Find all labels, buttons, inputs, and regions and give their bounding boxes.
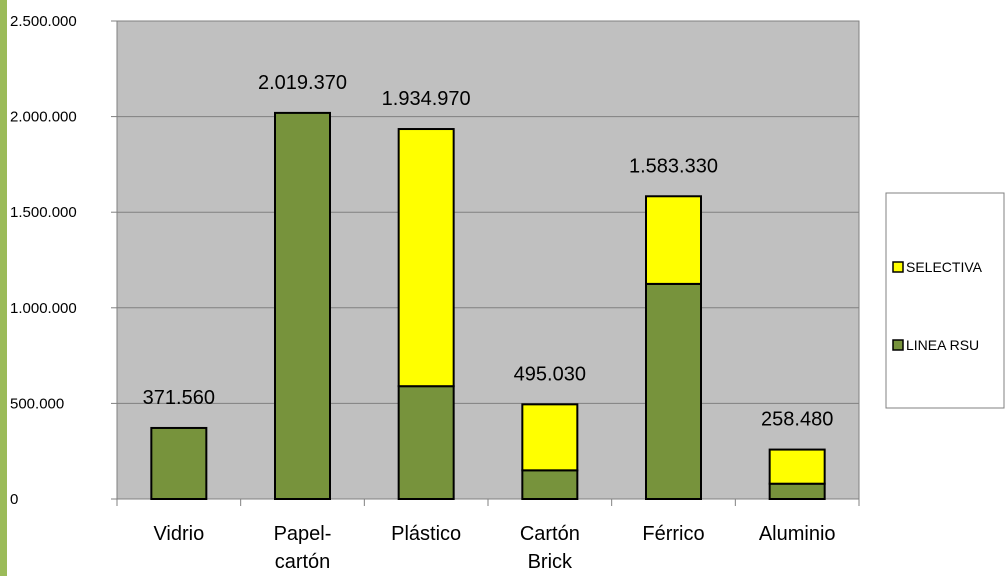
data-label: 371.560: [143, 387, 215, 409]
bars: 371.560 2.019.370 1.934.970 495.030 1.583.33…: [143, 72, 833, 501]
x-tick-label: Cartón Brick: [520, 523, 580, 573]
bar-selectiva: [645, 195, 702, 285]
data-label: 2.019.370: [258, 72, 347, 94]
x-tick-label: Férrico: [642, 523, 704, 545]
bar-linea-rsu: [397, 385, 455, 500]
legend-box: [885, 192, 1005, 409]
legend-swatch: [892, 339, 904, 351]
y-tick-label: 2.500.000: [10, 13, 77, 30]
y-tick-label: 0: [10, 491, 18, 508]
data-label: 1.583.330: [629, 155, 718, 177]
left-accent-bar: [0, 0, 7, 576]
y-tick-label: 500.000: [10, 395, 64, 412]
y-tick-label: 1.000.000: [10, 300, 77, 317]
x-axis: Vidrio Papel-cartón Plástico Cartón Brick Fér…: [116, 499, 860, 573]
x-tick-label: Papel-cartón: [274, 523, 332, 573]
bar-selectiva: [521, 403, 579, 472]
x-tick-label: Plástico: [391, 523, 461, 545]
legend-entry: SELECTIVA: [906, 259, 983, 275]
bar-linea-rsu: [274, 111, 331, 500]
y-axis: 0 500.000 1.000.000 1.500.000 2.000.000 2.500…: [10, 13, 117, 508]
bar-selectiva: [397, 128, 455, 388]
data-label: 258.480: [761, 409, 833, 431]
y-tick-label: 1.500.000: [10, 204, 77, 221]
bar-linea-rsu: [150, 426, 208, 501]
grid-lines: [117, 20, 859, 404]
bar-selectiva: [768, 448, 826, 485]
bar-linea-rsu: [645, 282, 702, 500]
legend-swatch: [892, 261, 904, 273]
bar-linea-rsu: [521, 469, 579, 501]
x-tick-label: Aluminio: [759, 523, 836, 545]
x-tick-label: Vidrio: [153, 523, 204, 545]
plot-area: [116, 20, 860, 500]
data-label: 1.934.970: [382, 88, 471, 110]
legend: SELECTIVA LINEA RSU: [885, 192, 1005, 409]
data-label: 495.030: [514, 363, 586, 385]
y-tick-label: 2.000.000: [10, 109, 77, 126]
legend-entry: LINEA RSU: [906, 337, 979, 353]
bar-linea-rsu: [768, 482, 826, 501]
